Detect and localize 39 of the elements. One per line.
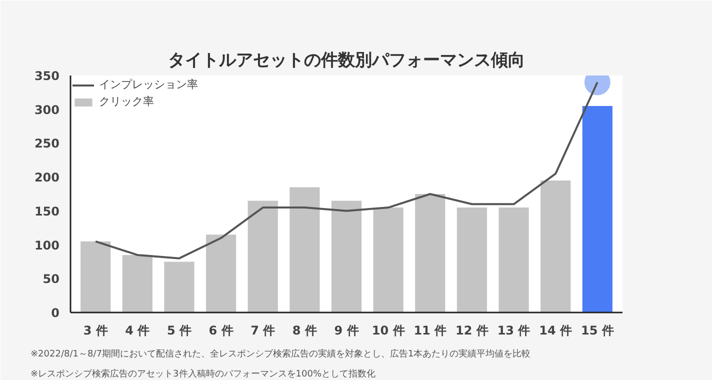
y-tick-label: 300 xyxy=(34,102,60,117)
legend-label: インプレッション率 xyxy=(99,77,198,92)
bar xyxy=(415,194,446,312)
x-tick-label: 4 件 xyxy=(125,324,150,338)
bar xyxy=(540,180,571,312)
x-tick-label: 15 件 xyxy=(580,324,614,338)
x-tick-label: 3 件 xyxy=(83,324,108,338)
text: ※レスポンシブ検索広告のアセット3件入稿時のパフォーマンスを100%として指数化 xyxy=(30,368,376,380)
x-tick-label: 6 件 xyxy=(208,324,234,338)
bar xyxy=(456,208,488,312)
chart-title: タイトルアセットの件数別パフォーマンス傾向 xyxy=(168,50,525,70)
bar xyxy=(331,200,362,312)
bar xyxy=(164,262,194,312)
x-tick-label: 7 件 xyxy=(250,324,276,338)
x-tick-label: 14 件 xyxy=(539,324,572,338)
bar xyxy=(582,106,612,312)
y-tick-label: 200 xyxy=(34,170,60,185)
bar xyxy=(498,208,529,312)
bar xyxy=(206,234,236,312)
x-tick-label: 5 件 xyxy=(166,324,192,338)
y-tick-label: 50 xyxy=(42,272,60,286)
x-tick-label: 11 件 xyxy=(414,324,447,338)
bar xyxy=(248,200,278,312)
y-tick-label: 350 xyxy=(34,69,60,83)
y-tick-label: 250 xyxy=(34,136,60,151)
y-tick-label: 0 xyxy=(51,306,60,320)
bar xyxy=(80,241,111,312)
legend-label: クリック率 xyxy=(99,94,154,109)
bar xyxy=(290,187,320,312)
text: ※2022/8/1～8/7期間において配信された、全レスポンシブ検索広告の実績を対象とし、広告1本あたりの実績平均値を比較 xyxy=(30,348,531,360)
x-tick-label: 13 件 xyxy=(497,324,530,338)
x-tick-label: 9 件 xyxy=(334,324,359,338)
y-tick-label: 100 xyxy=(34,238,60,252)
y-tick-label: 150 xyxy=(34,204,60,218)
x-tick-label: 8 件 xyxy=(292,324,317,338)
bar xyxy=(373,208,404,312)
x-tick-label: 10 件 xyxy=(372,324,405,338)
x-tick-label: 12 件 xyxy=(456,324,488,338)
bar xyxy=(122,254,152,312)
